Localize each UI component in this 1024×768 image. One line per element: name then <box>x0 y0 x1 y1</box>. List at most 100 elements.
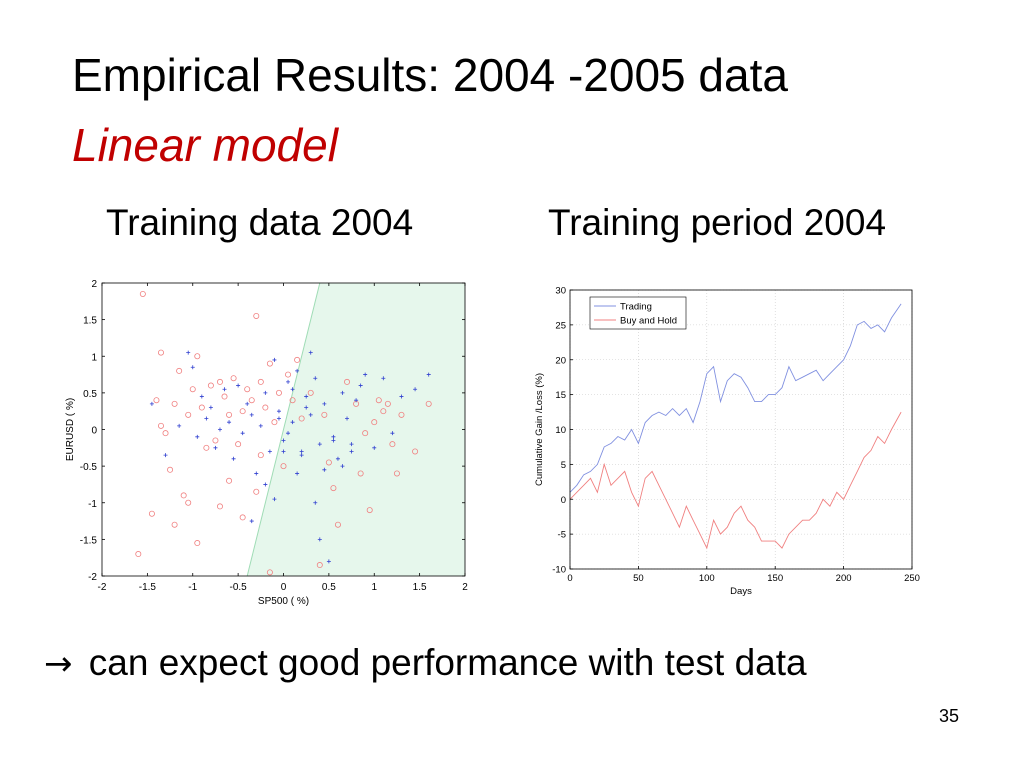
scatter-point-plus <box>217 427 222 432</box>
scatter-point-plus <box>258 423 263 428</box>
scatter-point-plus <box>267 449 272 454</box>
x-axis-label: SP500 ( %) <box>258 596 309 607</box>
scatter-point-plus <box>276 416 281 421</box>
scatter-point-plus <box>213 445 218 450</box>
scatter-point-circle <box>275 389 282 396</box>
scatter-point-plus <box>304 394 309 399</box>
scatter-point-circle <box>321 411 328 418</box>
page-number: 35 <box>939 706 960 726</box>
scatter-point-plus <box>381 376 386 381</box>
scatter-point-plus <box>272 357 277 362</box>
scatter-point-plus <box>290 420 295 425</box>
scatter-point-circle <box>157 422 164 429</box>
y-tick-label: 25 <box>555 320 566 331</box>
y-tick-label: -1 <box>88 499 97 510</box>
scatter-point-plus <box>286 379 291 384</box>
scatter-point-plus <box>263 482 268 487</box>
scatter-point-circle <box>380 408 387 415</box>
scatter-point-plus <box>322 467 327 472</box>
scatter-point-plus <box>254 471 259 476</box>
scatter-point-plus <box>335 456 340 461</box>
x-tick-label: -1 <box>188 582 197 593</box>
x-tick-label: 250 <box>904 573 920 584</box>
scatter-point-circle <box>389 441 396 448</box>
scatter-point-circle <box>334 521 341 528</box>
y-tick-label: 0 <box>561 495 566 506</box>
scatter-point-circle <box>176 367 183 374</box>
scatter-point-plus <box>331 438 336 443</box>
scatter-point-circle <box>167 466 174 473</box>
scatter-point-plus <box>222 387 227 392</box>
scatter-point-plus <box>317 442 322 447</box>
scatter-point-plus <box>340 464 345 469</box>
y-tick-label: 30 <box>555 286 566 297</box>
scatter-point-plus <box>308 350 313 355</box>
x-axis-label: Days <box>730 586 752 597</box>
scatter-point-plus <box>227 420 232 425</box>
y-axis-label: EURUSD ( %) <box>65 398 76 461</box>
scatter-point-circle <box>203 444 210 451</box>
scatter-point-plus <box>354 398 359 403</box>
x-tick-label: 1.5 <box>413 582 427 593</box>
y-tick-label: -0.5 <box>80 462 98 473</box>
scatter-point-circle <box>266 360 273 367</box>
x-tick-label: 150 <box>767 573 783 584</box>
scatter-point-plus <box>349 442 354 447</box>
scatter-point-circle <box>153 397 160 404</box>
series-line-buy-and-hold <box>569 411 902 550</box>
scatter-point-circle <box>271 419 278 426</box>
scatter-point-plus <box>245 401 250 406</box>
scatter-point-plus <box>426 372 431 377</box>
scatter-point-circle <box>262 404 269 411</box>
scatter-point-plus <box>331 434 336 439</box>
y-tick-label: 10 <box>555 425 566 436</box>
scatter-point-plus <box>372 445 377 450</box>
scatter-point-plus <box>358 383 363 388</box>
scatter-point-plus <box>345 416 350 421</box>
scatter-point-circle <box>235 441 242 448</box>
scatter-point-plus <box>349 449 354 454</box>
scatter-point-circle <box>226 411 233 418</box>
y-tick-label: -10 <box>552 565 566 576</box>
scatter-point-circle <box>239 408 246 415</box>
scatter-point-circle <box>171 400 178 407</box>
scatter-point-plus <box>163 453 168 458</box>
scatter-point-plus <box>276 409 281 414</box>
scatter-point-plus <box>281 449 286 454</box>
scatter-point-plus <box>177 423 182 428</box>
x-tick-label: 200 <box>836 573 852 584</box>
x-tick-label: -1.5 <box>139 582 157 593</box>
scatter-caption: Training data 2004 <box>106 202 414 243</box>
scatter-point-plus <box>317 537 322 542</box>
decision-region <box>247 283 465 576</box>
x-tick-label: 50 <box>633 573 644 584</box>
scatter-point-circle <box>148 510 155 517</box>
scatter-point-plus <box>249 519 254 524</box>
x-tick-label: 0 <box>567 573 572 584</box>
scatter-point-circle <box>325 459 332 466</box>
slide-subtitle: Linear model <box>72 119 338 171</box>
scatter-point-circle <box>393 470 400 477</box>
scatter-point-circle <box>253 312 260 319</box>
scatter-point-plus <box>281 438 286 443</box>
scatter-point-circle <box>366 507 373 514</box>
x-tick-label: 1 <box>371 582 377 593</box>
scatter-point-plus <box>263 390 268 395</box>
scatter-point-circle <box>162 430 169 437</box>
scatter-point-circle <box>135 551 142 558</box>
scatter-point-circle <box>398 411 405 418</box>
scatter-point-circle <box>412 448 419 455</box>
scatter-point-circle <box>307 389 314 396</box>
scatter-point-plus <box>326 559 331 564</box>
scatter-point-circle <box>280 463 287 470</box>
legend: Trading Buy and Hold <box>589 296 687 330</box>
x-tick-label: -0.5 <box>230 582 248 593</box>
scatter-point-plus <box>272 497 277 502</box>
scatter-point-circle <box>285 371 292 378</box>
y-tick-label: -2 <box>88 572 97 583</box>
scatter-point-plus <box>190 365 195 370</box>
scatter-point-circle <box>239 514 246 521</box>
scatter-point-plus <box>304 405 309 410</box>
y-tick-label: 20 <box>555 355 566 366</box>
x-tick-label: 2 <box>462 582 468 593</box>
